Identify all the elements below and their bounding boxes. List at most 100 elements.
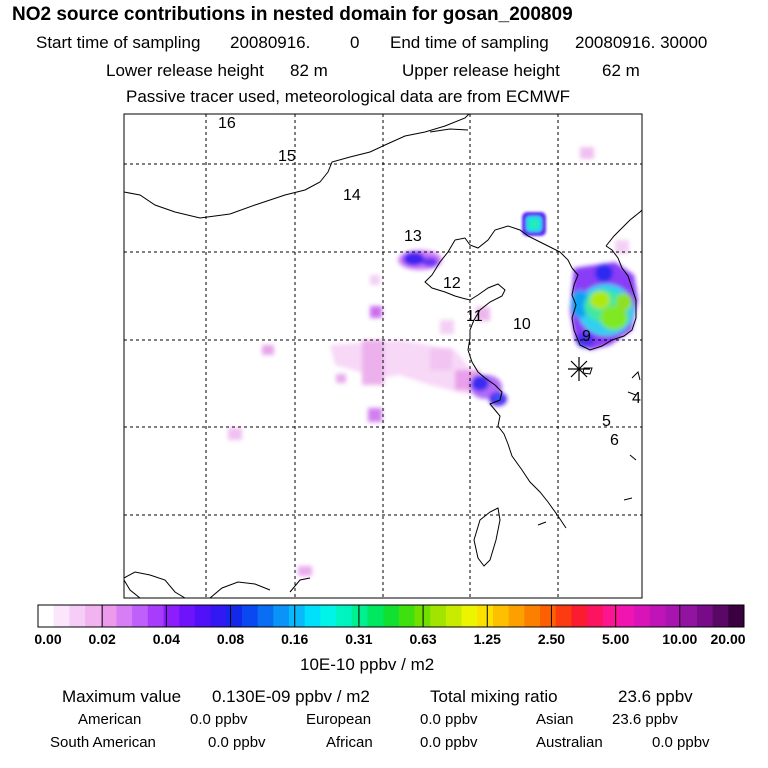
colorbar-swatch (147, 605, 165, 627)
colorbar-swatch (179, 605, 196, 627)
start-time-label: Start time of sampling (36, 33, 201, 52)
max-value: 0.130E-09 ppbv / m2 (212, 687, 370, 706)
colorbar-swatch (367, 605, 384, 627)
region-american-label: American (78, 711, 142, 728)
colorbar-swatch (430, 605, 447, 627)
colorbar-swatch (477, 605, 494, 627)
colorbar-swatch (540, 605, 557, 627)
colorbar-tick-label: 0.31 (345, 631, 373, 647)
colorbar-swatch (602, 605, 619, 627)
region-european-value: 0.0 ppbv (420, 711, 478, 728)
region-label-15: 15 (278, 148, 296, 165)
colorbar (37, 604, 745, 628)
colorbar-swatch (194, 605, 212, 627)
colorbar-swatch (696, 605, 714, 627)
max-value-label: Maximum value (62, 687, 182, 706)
tracer-note: Passive tracer used, meteorological data… (126, 87, 571, 106)
colorbar-swatch (618, 605, 635, 627)
region-south-american-label: South American (50, 734, 156, 751)
region-african-label: African (326, 734, 373, 751)
colorbar-tick-label: 0.04 (152, 631, 180, 647)
colorbar-swatch (492, 605, 510, 627)
colorbar-swatch (461, 605, 478, 627)
map-frame (123, 113, 643, 599)
colorbar-swatch (445, 605, 463, 627)
colorbar-swatch (304, 605, 321, 627)
region-label-9: 9 (582, 328, 591, 345)
page-title: NO2 source contributions in nested domai… (12, 4, 573, 25)
lower-height-label: Lower release height (106, 61, 264, 80)
concentration-field (228, 147, 638, 576)
colorbar-swatch (634, 605, 651, 627)
colorbar-swatch (320, 605, 337, 627)
region-african-value: 0.0 ppbv (420, 734, 478, 751)
region-label-13: 13 (404, 228, 422, 245)
start-hour-value: 0 (350, 33, 360, 52)
lower-height-value: 82 m (290, 61, 328, 80)
colorbar-swatch (336, 605, 353, 627)
colorbar-swatch (69, 605, 86, 627)
colorbar-swatch (555, 605, 572, 627)
colorbar-unit: 10E-10 ppbv / m2 (300, 655, 435, 674)
colorbar-swatch (210, 605, 227, 627)
colorbar-swatch (226, 605, 243, 627)
region-european-label: European (306, 711, 372, 728)
region-south-american-value: 0.0 ppbv (208, 734, 266, 751)
region-australian-value: 0.0 ppbv (652, 734, 710, 751)
colorbar-swatch (257, 605, 274, 627)
colorbar-swatch (681, 605, 698, 627)
colorbar-swatch (571, 605, 588, 627)
region-label-16: 16 (218, 115, 236, 132)
colorbar-swatch (132, 605, 149, 627)
colorbar-tick-label: 0.16 (281, 631, 309, 647)
region-label-11: 11 (466, 308, 483, 325)
colorbar-swatch (524, 605, 541, 627)
region-label-10: 10 (513, 316, 531, 333)
region-asian-label: Asian (536, 711, 574, 728)
region-american-value: 0.0 ppbv (190, 711, 248, 728)
colorbar-tick-label: 0.00 (34, 631, 62, 647)
colorbar-swatch (289, 605, 306, 627)
end-time-label: End time of sampling (390, 33, 549, 52)
colorbar-swatch (351, 605, 368, 627)
region-asian-value: 23.6 ppbv (612, 711, 678, 728)
colorbar-swatch (383, 605, 400, 627)
colorbar-swatch (665, 605, 682, 627)
colorbar-tick-label: 5.00 (602, 631, 630, 647)
colorbar-swatch (53, 605, 70, 627)
colorbar-tick-label: 10.00 (662, 631, 698, 647)
colorbar-tick-label: 0.08 (216, 631, 245, 647)
colorbar-tick-label: 20.00 (710, 631, 746, 647)
colorbar-swatch (649, 605, 667, 627)
colorbar-tick-label: 0.02 (88, 631, 116, 647)
colorbar-swatch (273, 605, 290, 627)
colorbar-swatch (712, 605, 729, 627)
colorbar-swatch (163, 605, 180, 627)
region-label-14: 14 (343, 187, 361, 204)
region-label-6: 6 (610, 432, 619, 449)
colorbar-tick-label: 2.50 (537, 631, 566, 647)
start-time-value: 20080916. (230, 33, 311, 52)
region-label-5: 5 (602, 413, 611, 430)
asterisk-icon (568, 357, 590, 381)
colorbar-swatch (241, 605, 259, 627)
colorbar-swatch (100, 605, 117, 627)
colorbar-swatch (116, 605, 133, 627)
colorbar-tick-label: 0.63 (409, 631, 437, 647)
total-mixing-value: 23.6 ppbv (618, 687, 693, 706)
total-mixing-label: Total mixing ratio (430, 687, 558, 706)
region-australian-label: Australian (536, 734, 603, 751)
colorbar-swatch (38, 605, 55, 627)
colorbar-swatch (508, 605, 525, 627)
region-label-12: 12 (443, 275, 461, 292)
colorbar-swatch (587, 605, 604, 627)
region-label-4: 4 (632, 390, 641, 407)
colorbar-swatch (85, 605, 102, 627)
upper-height-label: Upper release height (402, 61, 560, 80)
colorbar-swatch (728, 605, 745, 627)
end-time-value: 20080916. 30000 (575, 33, 708, 52)
graticule (124, 114, 642, 598)
colorbar-swatch (398, 605, 416, 627)
upper-height-value: 62 m (602, 61, 640, 80)
